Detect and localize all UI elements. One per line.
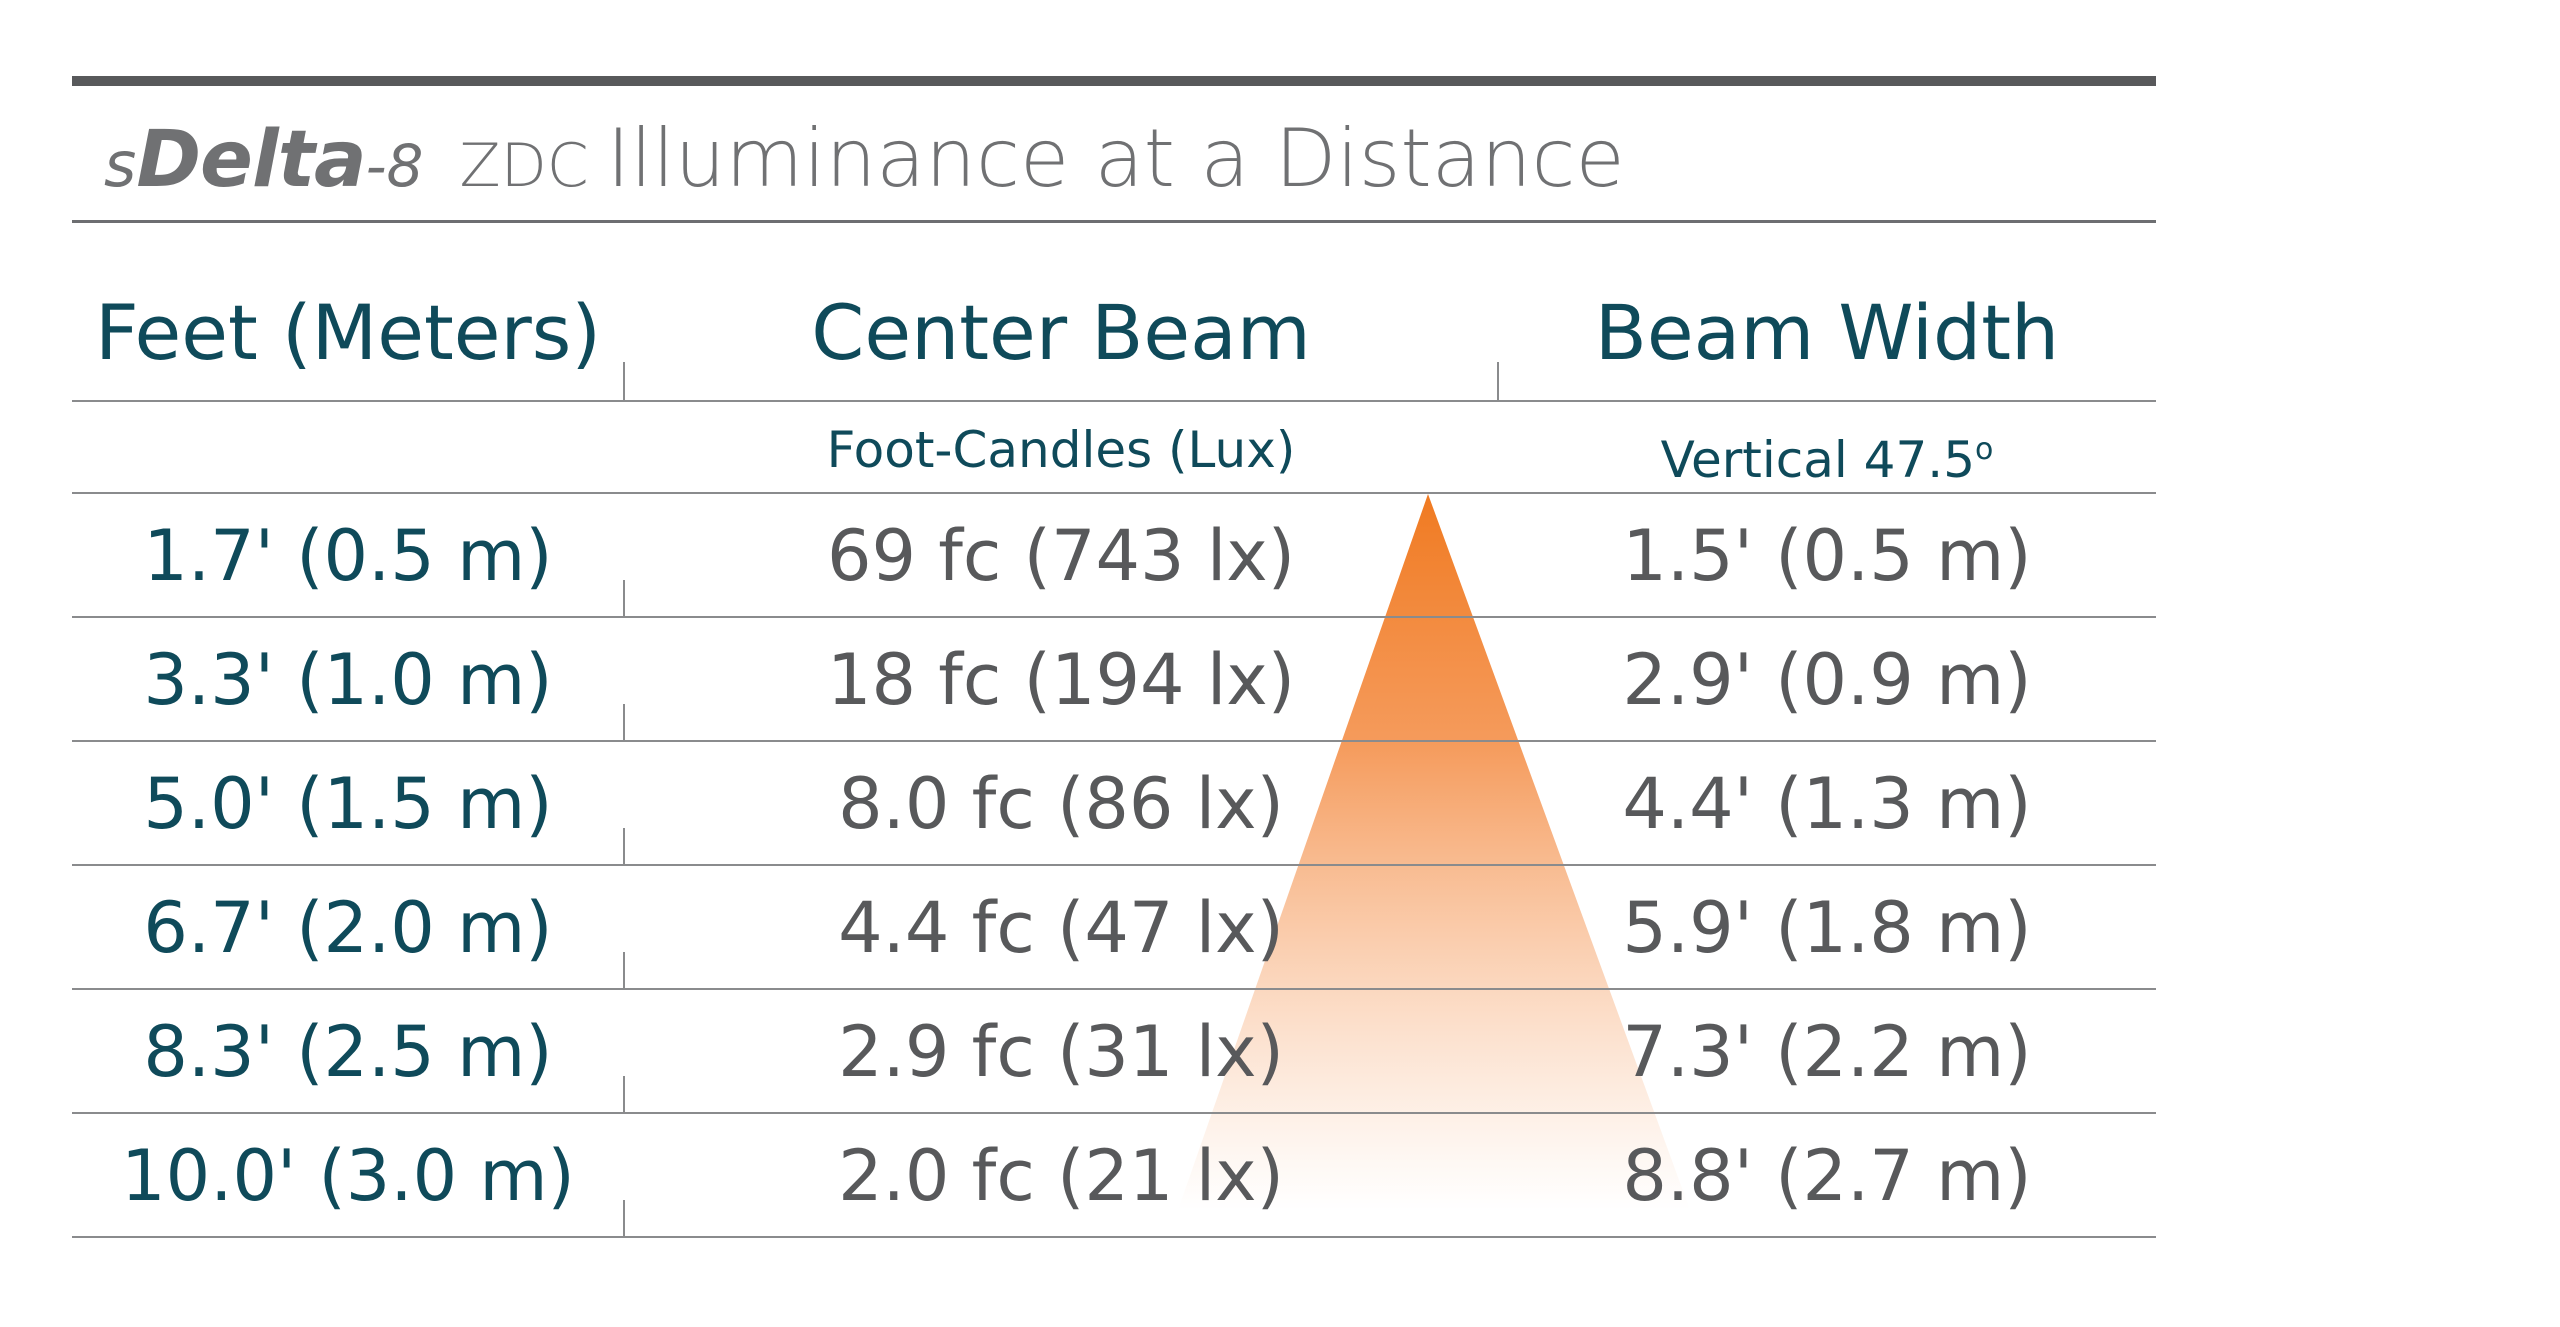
row-rule xyxy=(72,1236,2156,1238)
row-divider-tick xyxy=(623,1076,625,1114)
cell-distance: 5.0' (1.5 m) xyxy=(143,763,553,845)
title-zdc: ZDC xyxy=(459,131,589,201)
row-rule xyxy=(72,1112,2156,1114)
row-divider-tick xyxy=(623,952,625,990)
cell-center-beam: 2.0 fc (21 lx) xyxy=(838,1135,1284,1217)
cell-beam-width: 2.9' (0.9 m) xyxy=(1622,639,2032,721)
cell-beam-width: 1.5' (0.5 m) xyxy=(1622,515,2032,597)
cell-beam-width: 8.8' (2.7 m) xyxy=(1622,1135,2032,1217)
cell-center-beam: 2.9 fc (31 lx) xyxy=(838,1011,1284,1093)
header-divider-tick xyxy=(623,362,625,400)
row-rule xyxy=(72,864,2156,866)
cell-center-beam: 18 fc (194 lx) xyxy=(826,639,1296,721)
header-beam-width: Beam Width xyxy=(1594,288,2060,377)
cell-distance: 1.7' (0.5 m) xyxy=(143,515,553,597)
cell-beam-width: 5.9' (1.8 m) xyxy=(1622,887,2032,969)
cell-center-beam: 4.4 fc (47 lx) xyxy=(838,887,1284,969)
brand-prefix: s xyxy=(104,128,137,201)
table-row: 1.7' (0.5 m) 69 fc (743 lx) 1.5' (0.5 m) xyxy=(0,494,2560,618)
title-text: Illuminance at a Distance xyxy=(606,112,1625,205)
cell-beam-width: 4.4' (1.3 m) xyxy=(1622,763,2032,845)
row-rule xyxy=(72,616,2156,618)
header-center-beam: Center Beam xyxy=(811,288,1311,377)
header-divider-tick xyxy=(1497,362,1499,400)
row-divider-tick xyxy=(623,580,625,618)
brand-model-number: -8 xyxy=(365,132,424,200)
brand-name: Delta xyxy=(136,115,366,205)
degree-symbol: o xyxy=(1975,432,1994,467)
cell-center-beam: 8.0 fc (86 lx) xyxy=(838,763,1284,845)
cell-distance: 3.3' (1.0 m) xyxy=(143,639,553,721)
top-rule xyxy=(72,76,2156,86)
table-row: 5.0' (1.5 m) 8.0 fc (86 lx) 4.4' (1.3 m) xyxy=(0,742,2560,866)
cell-distance: 10.0' (3.0 m) xyxy=(121,1135,575,1217)
header-rule xyxy=(72,400,2156,402)
row-divider-tick xyxy=(623,828,625,866)
row-divider-tick xyxy=(623,1200,625,1238)
beam-cone xyxy=(1178,494,1690,1210)
row-divider-tick xyxy=(623,704,625,742)
cell-distance: 6.7' (2.0 m) xyxy=(143,887,553,969)
cell-center-beam: 69 fc (743 lx) xyxy=(826,515,1296,597)
table-row: 3.3' (1.0 m) 18 fc (194 lx) 2.9' (0.9 m) xyxy=(0,618,2560,742)
subheader-beam-width: Vertical 47.5o xyxy=(1498,404,2156,496)
page-title: sDelta-8 ZDC Illuminance at a Distance xyxy=(104,104,1625,214)
subheader-rule xyxy=(72,492,2156,494)
title-rule xyxy=(72,220,2156,223)
cell-beam-width: 7.3' (2.2 m) xyxy=(1622,1011,2032,1093)
table-row: 6.7' (2.0 m) 4.4 fc (47 lx) 5.9' (1.8 m) xyxy=(0,866,2560,990)
cell-distance: 8.3' (2.5 m) xyxy=(143,1011,553,1093)
header-distance: Feet (Meters) xyxy=(94,288,602,377)
row-rule xyxy=(72,740,2156,742)
table-row: 8.3' (2.5 m) 2.9 fc (31 lx) 7.3' (2.2 m) xyxy=(0,990,2560,1114)
table-row: 10.0' (3.0 m) 2.0 fc (21 lx) 8.8' (2.7 m) xyxy=(0,1114,2560,1238)
row-rule xyxy=(72,988,2156,990)
subheader-beam-width-text: Vertical 47.5 xyxy=(1660,431,1976,489)
subheader-center-beam: Foot-Candles (Lux) xyxy=(826,421,1296,479)
